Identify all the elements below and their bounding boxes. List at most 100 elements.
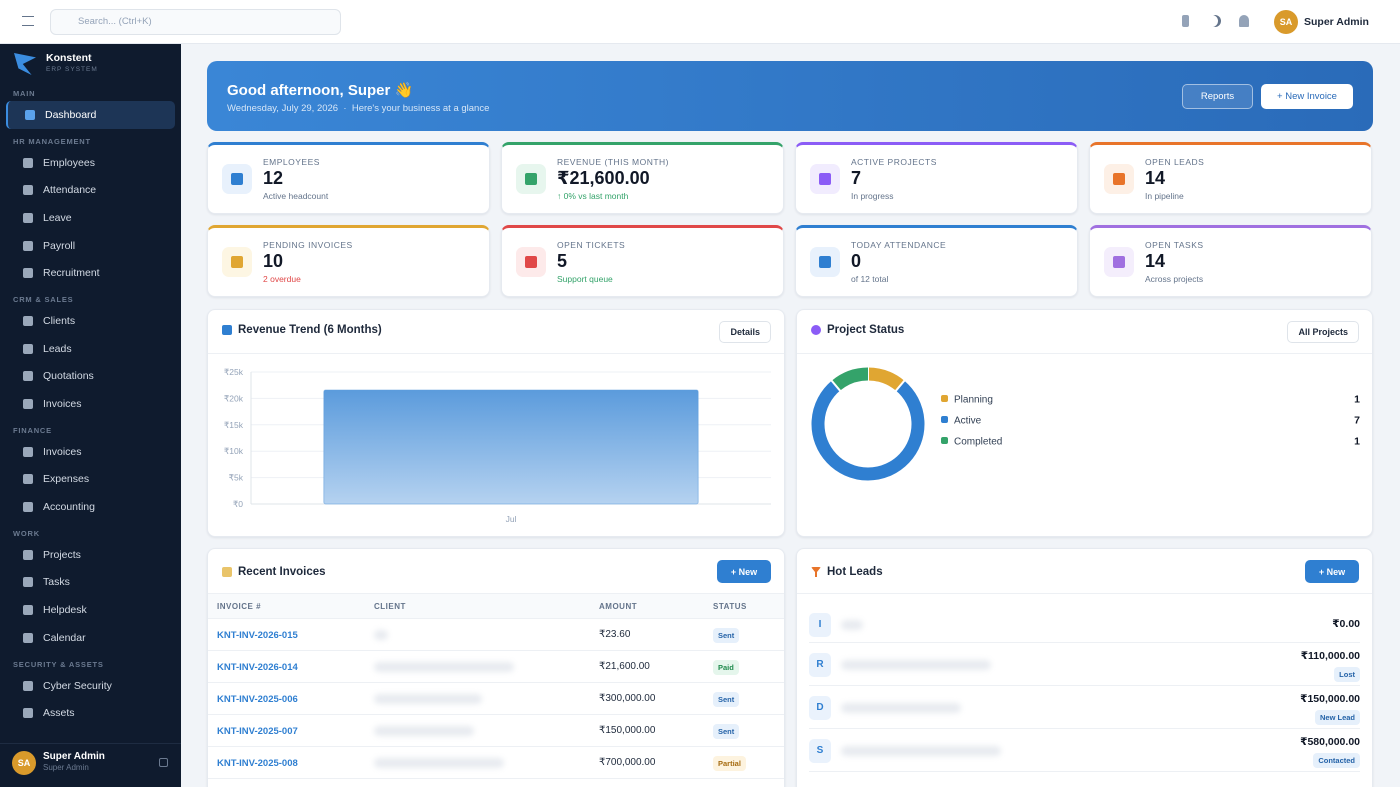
- table-row: KNT-INV-2025-006 ₹300,000.00 Sent: [208, 683, 784, 715]
- nav: MAIN Dashboard HR MANAGEMENT Employees Atten…: [0, 87, 181, 727]
- nav-item[interactable]: Leave: [6, 204, 175, 232]
- nav-label: Quotations: [43, 370, 94, 383]
- nav-item[interactable]: Cyber Security: [6, 672, 175, 700]
- subline: Wednesday, July 29, 2026 · Here's your b…: [227, 103, 490, 114]
- y-tick-label: ₹15k: [224, 420, 244, 430]
- stat-icon: [1104, 247, 1134, 277]
- icon-glyph: [819, 173, 831, 185]
- title-icon: [222, 567, 232, 577]
- new-invoice-button[interactable]: + New Invoice: [1261, 84, 1353, 109]
- nav-label: Assets: [43, 707, 75, 720]
- client-redacted: [374, 726, 474, 736]
- nav-item[interactable]: Accounting: [6, 493, 175, 521]
- nav-label: Tasks: [43, 576, 70, 589]
- title-icon: [811, 325, 821, 335]
- nav-item[interactable]: Calendar: [6, 624, 175, 652]
- nav-item[interactable]: Invoices: [6, 438, 175, 466]
- device-icon[interactable]: [1182, 15, 1189, 27]
- nav-item[interactable]: Tasks: [6, 569, 175, 597]
- nav-icon: [23, 549, 33, 560]
- stat-value: 10: [263, 251, 284, 271]
- welcome-banner: Good afternoon, Super 👋 Wednesday, July …: [207, 61, 1373, 131]
- nav-label: Leads: [43, 342, 72, 355]
- table-row: KNT-INV-2026-015 ₹23.60 Sent: [208, 619, 784, 651]
- notifications[interactable]: [1239, 15, 1249, 27]
- table-row: KNT-INV-2026-014 ₹21,600.00 Paid: [208, 651, 784, 683]
- nav-item[interactable]: Payroll: [6, 232, 175, 260]
- new-invoice[interactable]: + New: [717, 560, 771, 583]
- lead-name-redacted: [841, 659, 991, 670]
- stat-label: REVENUE (THIS MONTH): [557, 157, 669, 167]
- avatar[interactable]: SA: [1274, 10, 1298, 34]
- nav-item[interactable]: Helpdesk: [6, 596, 175, 624]
- nav-item[interactable]: Quotations: [6, 363, 175, 391]
- logout[interactable]: [159, 758, 168, 767]
- nav-icon: [23, 446, 33, 457]
- stat-icon: [810, 247, 840, 277]
- nav-item[interactable]: Expenses: [6, 466, 175, 494]
- all-projects-button[interactable]: All Projects: [1287, 321, 1359, 343]
- stat-text: ACTIVE PROJECTS 7 In progress: [851, 157, 937, 201]
- nav-item[interactable]: Recruitment: [6, 259, 175, 287]
- icon-glyph: [1113, 256, 1125, 268]
- nav-item[interactable]: Projects: [6, 541, 175, 569]
- nav-item[interactable]: Employees: [6, 149, 175, 177]
- icon-glyph: [525, 256, 537, 268]
- reports-button[interactable]: Reports: [1182, 84, 1253, 109]
- client-redacted: [374, 758, 504, 768]
- theme-toggle[interactable]: [1209, 15, 1221, 27]
- donut-segment: [831, 367, 869, 391]
- nav-label: Accounting: [43, 501, 95, 514]
- nav-item[interactable]: Attendance: [6, 176, 175, 204]
- stat-value: 14: [1145, 168, 1166, 188]
- nav-item[interactable]: Dashboard: [6, 101, 175, 129]
- column-header: STATUS: [713, 602, 747, 611]
- invoice-number[interactable]: KNT-INV-2025-006: [217, 694, 298, 705]
- y-tick-label: ₹20k: [224, 393, 244, 403]
- menu-button[interactable]: [22, 16, 34, 26]
- amount: ₹700,000.00: [599, 757, 656, 768]
- nav-label: Expenses: [43, 473, 90, 486]
- table-header: INVOICE # CLIENT AMOUNT STATUS: [208, 593, 784, 619]
- nav-item[interactable]: Assets: [6, 699, 175, 727]
- brand-sub: ERP SYSTEM: [46, 66, 98, 73]
- stat-card: OPEN TICKETS 5 Support queue: [501, 225, 784, 297]
- column-header: INVOICE #: [217, 602, 262, 611]
- stat-label: TODAY ATTENDANCE: [851, 240, 947, 250]
- panel-title: Hot Leads: [811, 566, 883, 578]
- nav-item[interactable]: Invoices: [6, 390, 175, 418]
- lead-status: Lost: [1334, 667, 1360, 682]
- invoice-number[interactable]: KNT-INV-2026-014: [217, 662, 298, 673]
- revenue-chart: ₹0 ₹5k ₹10k ₹15k ₹20k ₹25k Jul: [224, 367, 771, 524]
- client-redacted: [374, 630, 388, 640]
- nav-item[interactable]: Clients: [6, 307, 175, 335]
- x-tick-label: Jul: [506, 514, 517, 524]
- invoice-number[interactable]: KNT-INV-2026-015: [217, 630, 298, 641]
- nav-label: Attendance: [43, 184, 97, 197]
- table-row: KNT-INV-2025-008 ₹700,000.00 Partial: [208, 747, 784, 779]
- nav-icon: [23, 371, 33, 382]
- stat-card: EMPLOYEES 12 Active headcount: [207, 142, 490, 214]
- legend-value: 1: [1354, 436, 1360, 448]
- nav-icon: [23, 240, 33, 251]
- segment-gap: [829, 378, 842, 393]
- stat-label: OPEN LEADS: [1145, 157, 1205, 167]
- invoice-number[interactable]: KNT-INV-2025-008: [217, 758, 298, 769]
- invoice-number[interactable]: KNT-INV-2025-007: [217, 726, 298, 737]
- nav-item[interactable]: Leads: [6, 335, 175, 363]
- nav-icon: [23, 474, 33, 485]
- legend-label: Completed: [954, 437, 1002, 448]
- stat-sub: Active headcount: [263, 191, 329, 201]
- user-name[interactable]: Super Admin: [1304, 16, 1369, 28]
- lead-amount: ₹110,000.00: [1300, 650, 1360, 662]
- lead-status: Contacted: [1313, 753, 1360, 768]
- footer-avatar: SA: [12, 751, 36, 775]
- stat-icon: [1104, 164, 1134, 194]
- lead-initial: I: [809, 612, 831, 637]
- invoices-panel: Recent Invoices + New INVOICE # CLIENT AMO…: [207, 548, 785, 787]
- new-lead[interactable]: + New: [1305, 560, 1359, 583]
- details-button[interactable]: Details: [719, 321, 771, 343]
- amount: ₹150,000.00: [599, 725, 656, 736]
- search-box[interactable]: Search... (Ctrl+K): [50, 9, 341, 35]
